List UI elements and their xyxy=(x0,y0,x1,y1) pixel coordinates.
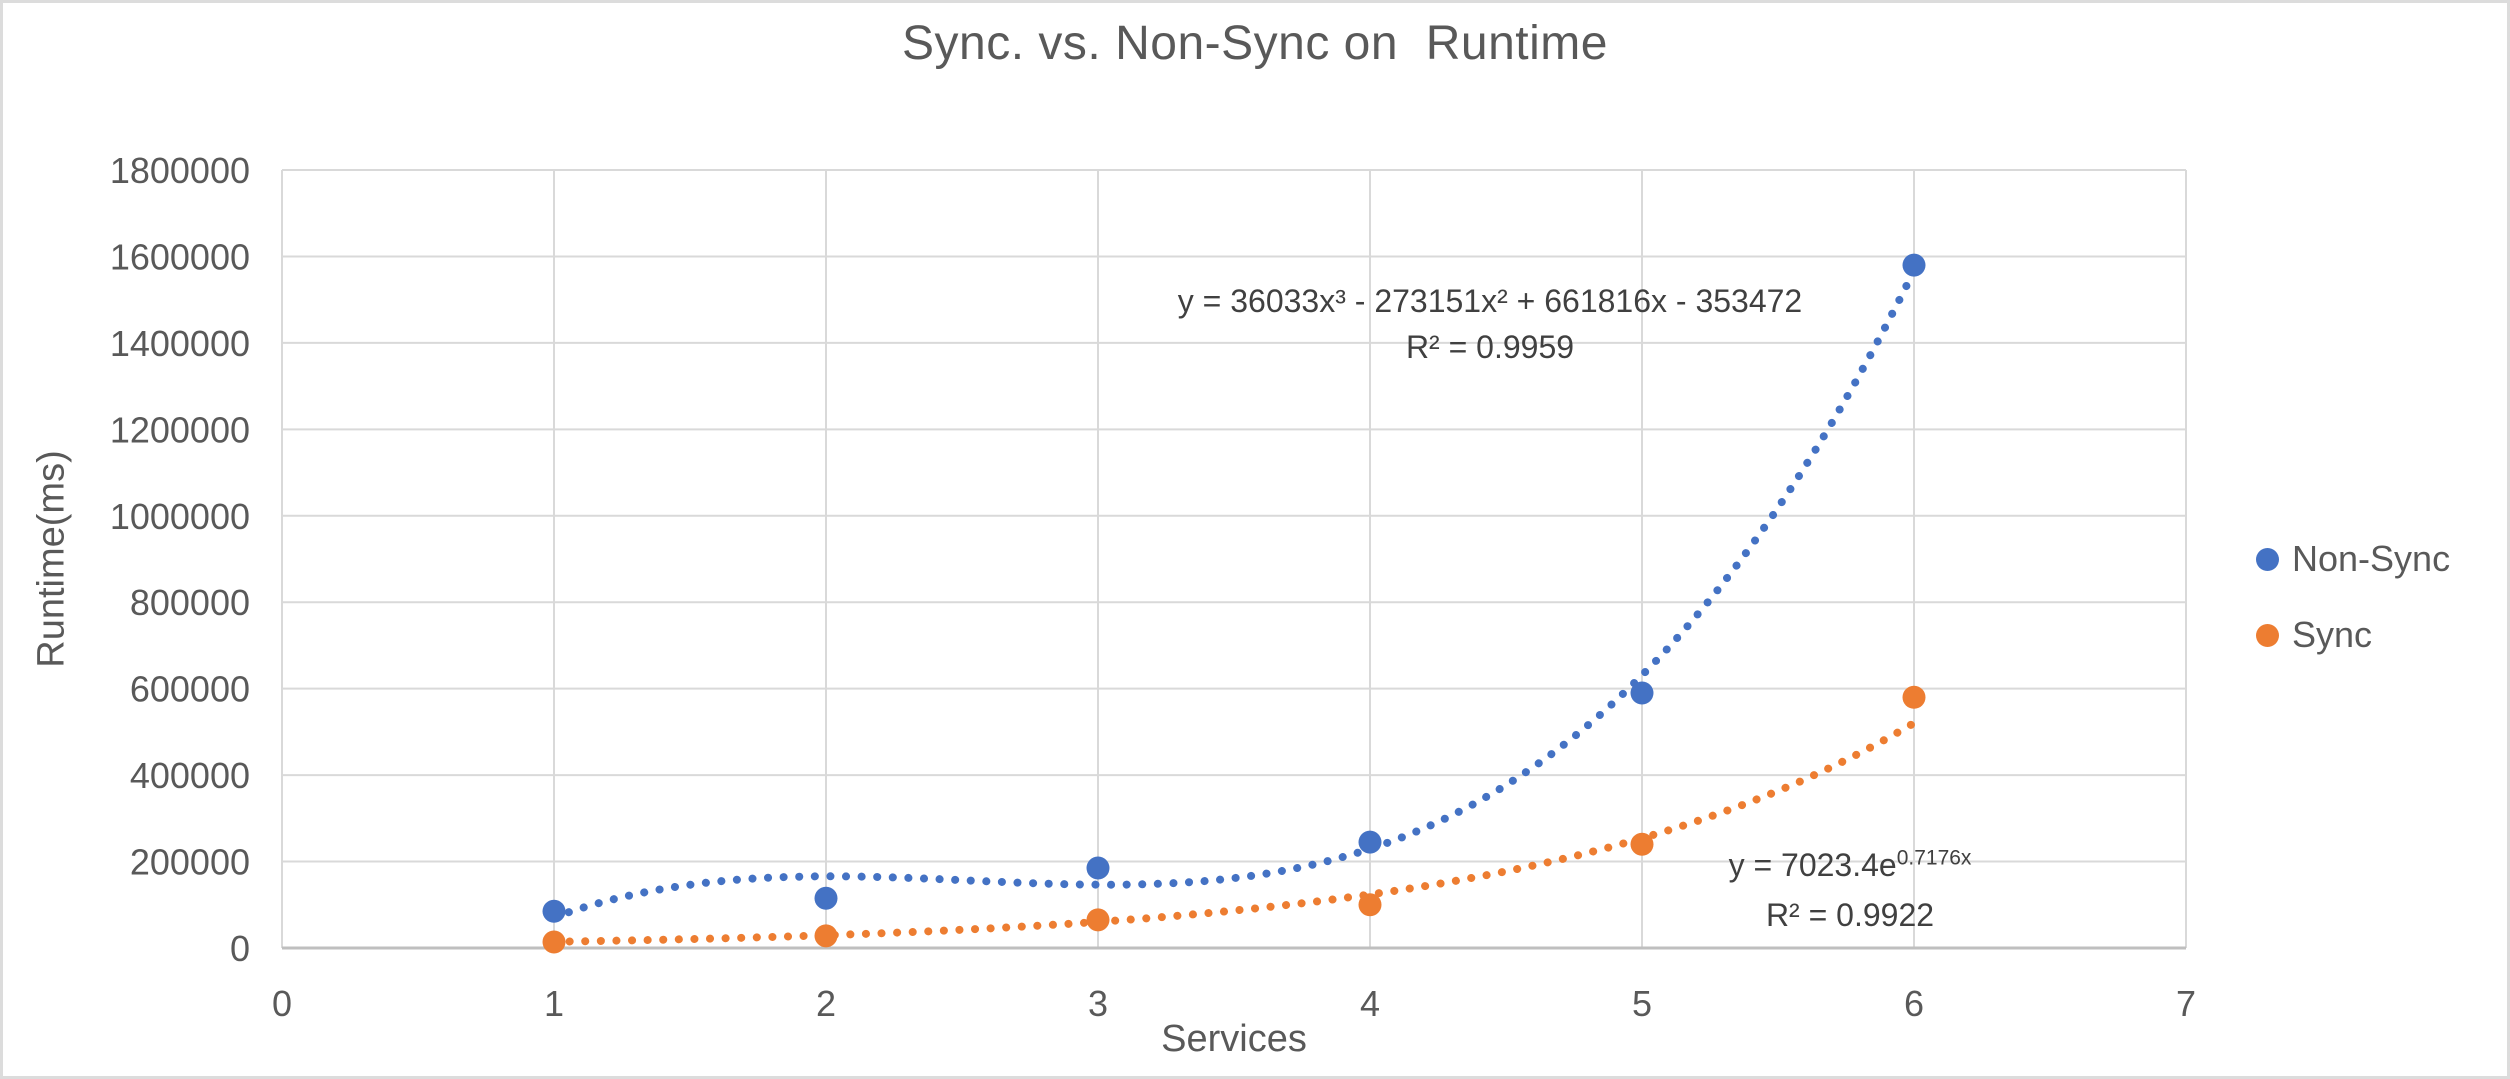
x-tick-label-5: 5 xyxy=(1632,983,1652,1024)
data-point-non-sync-x6 xyxy=(1902,253,1926,277)
y-tick-label-1800000: 1800000 xyxy=(110,150,250,191)
equation-text-non-sync: y = 36033x³ - 273151x² + 661816x - 35347… xyxy=(1177,283,1803,319)
r-squared-non-sync: R² = 0.9959 xyxy=(1405,329,1575,365)
y-tick-label-600000: 600000 xyxy=(130,669,250,710)
y-tick-label-0: 0 xyxy=(230,928,250,969)
legend-marker-sync-icon xyxy=(2256,623,2279,647)
y-tick-label-200000: 200000 xyxy=(130,842,250,883)
data-point-non-sync-x3 xyxy=(1086,856,1110,880)
y-axis-title: Runtime(ms) xyxy=(30,450,73,668)
data-point-sync-x3 xyxy=(1086,908,1110,932)
y-tick-label-400000: 400000 xyxy=(130,755,250,796)
legend-item-non-sync: Non-Sync xyxy=(2256,535,2450,583)
x-tick-label-6: 6 xyxy=(1904,983,1924,1024)
legend-label-non-sync: Non-Sync xyxy=(2292,538,2451,579)
data-point-sync-x5 xyxy=(1630,832,1654,856)
y-tick-label-1200000: 1200000 xyxy=(110,409,250,450)
trendline-equation-non-sync: y = 36033x³ - 273151x² + 661816x - 35347… xyxy=(1140,278,1840,370)
data-point-non-sync-x5 xyxy=(1630,681,1654,705)
data-point-non-sync-x2 xyxy=(814,886,838,910)
legend-label-sync: Sync xyxy=(2292,614,2373,655)
data-point-sync-x6 xyxy=(1902,685,1926,709)
data-point-sync-x4 xyxy=(1358,893,1382,917)
trendline-equation-sync: y = 7023.4e0.7176x R² = 0.9922 xyxy=(1650,840,2050,940)
legend: Non-Sync Sync xyxy=(2256,535,2450,659)
r-squared-sync: R² = 0.9922 xyxy=(1765,897,1935,933)
x-tick-label-1: 1 xyxy=(544,983,564,1024)
legend-marker-non-sync-icon xyxy=(2256,547,2279,571)
y-tick-label-1400000: 1400000 xyxy=(110,323,250,364)
legend-item-sync: Sync xyxy=(2256,611,2450,659)
y-tick-label-1600000: 1600000 xyxy=(110,236,250,277)
x-tick-label-0: 0 xyxy=(272,983,292,1024)
x-axis-title: Services xyxy=(1161,1018,1307,1060)
x-tick-label-2: 2 xyxy=(816,983,836,1024)
trendline-non-sync xyxy=(550,266,1918,922)
y-tick-label-1000000: 1000000 xyxy=(110,496,250,537)
equation-text-sync: y = 7023.4e0.7176x xyxy=(1728,846,1972,883)
x-tick-label-7: 7 xyxy=(2176,983,2196,1024)
data-point-sync-x2 xyxy=(814,924,838,948)
data-point-sync-x1 xyxy=(542,930,566,954)
x-tick-label-3: 3 xyxy=(1088,983,1108,1024)
data-point-non-sync-x1 xyxy=(542,899,566,923)
chart-title: Sync. vs. Non-Sync on Runtime xyxy=(902,17,1608,70)
x-tick-label-4: 4 xyxy=(1360,983,1380,1024)
data-point-non-sync-x4 xyxy=(1358,830,1382,854)
y-tick-label-800000: 800000 xyxy=(130,582,250,623)
